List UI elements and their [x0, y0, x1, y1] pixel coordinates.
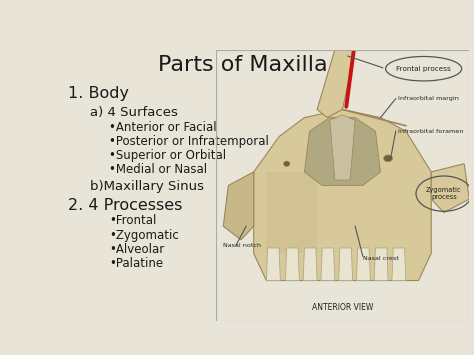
Text: •Superior or Orbital: •Superior or Orbital — [109, 149, 226, 162]
Polygon shape — [317, 50, 355, 118]
Text: Infraorbital foramen: Infraorbital foramen — [398, 129, 464, 134]
Polygon shape — [321, 248, 335, 280]
Text: •Anterior or Facial: •Anterior or Facial — [109, 121, 217, 134]
Ellipse shape — [283, 161, 290, 166]
Polygon shape — [266, 248, 280, 280]
Text: •Medial or Nasal: •Medial or Nasal — [109, 164, 207, 176]
Ellipse shape — [383, 155, 392, 162]
Text: b)Maxillary Sinus: b)Maxillary Sinus — [91, 180, 204, 193]
Text: •Palatine: •Palatine — [109, 257, 163, 270]
Text: •Zygomatic: •Zygomatic — [109, 229, 179, 241]
Text: Nasal notch: Nasal notch — [223, 243, 261, 248]
Polygon shape — [254, 109, 431, 280]
Polygon shape — [303, 248, 317, 280]
Text: Infraorbital margin: Infraorbital margin — [398, 96, 459, 101]
Text: •Posterior or Infratemporal: •Posterior or Infratemporal — [109, 135, 269, 148]
Polygon shape — [392, 248, 406, 280]
Polygon shape — [431, 164, 469, 213]
Text: •Alveolar: •Alveolar — [109, 243, 164, 256]
Polygon shape — [356, 248, 370, 280]
Polygon shape — [374, 248, 388, 280]
Text: a) 4 Surfaces: a) 4 Surfaces — [91, 106, 178, 119]
Polygon shape — [330, 115, 355, 180]
Text: ANTERIOR VIEW: ANTERIOR VIEW — [312, 303, 373, 312]
Polygon shape — [285, 248, 300, 280]
Polygon shape — [223, 172, 254, 240]
Polygon shape — [338, 248, 353, 280]
Text: 1. Body: 1. Body — [68, 86, 129, 101]
Text: 2. 4 Processes: 2. 4 Processes — [68, 198, 183, 213]
Text: Parts of Maxilla: Parts of Maxilla — [158, 55, 328, 75]
Text: Nasal crest: Nasal crest — [363, 256, 399, 261]
Text: Frontal process: Frontal process — [396, 66, 451, 72]
Text: Zygomatic
process: Zygomatic process — [426, 187, 462, 200]
Polygon shape — [266, 172, 317, 253]
Text: •Frontal: •Frontal — [109, 214, 156, 227]
Polygon shape — [304, 118, 381, 185]
